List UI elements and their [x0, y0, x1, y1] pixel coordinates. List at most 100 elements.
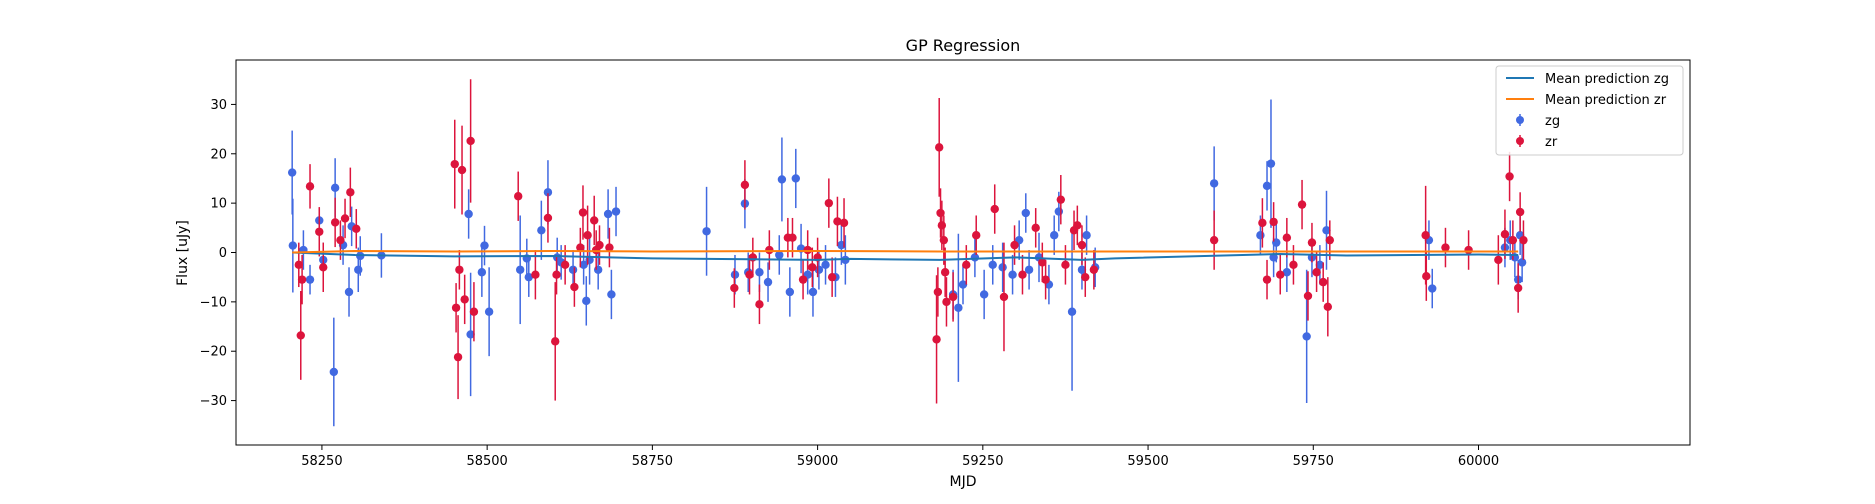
data-point-zr — [457, 165, 467, 175]
data-point-zr — [315, 227, 324, 236]
data-point-zr — [336, 235, 345, 245]
data-point-zr — [999, 292, 1009, 302]
data-point-zr — [1494, 255, 1503, 265]
data-point-zr — [552, 270, 561, 279]
data-point-zr — [1323, 302, 1333, 311]
data-point-zg — [603, 209, 613, 219]
series-zr — [294, 79, 1528, 404]
data-point-zr — [936, 208, 945, 218]
x-tick-label: 59500 — [1127, 454, 1168, 469]
y-tick-label: 10 — [210, 197, 227, 212]
data-point-zr — [935, 143, 944, 152]
data-point-zr — [948, 292, 958, 302]
legend-label-mean-zg: Mean prediction zg — [1545, 72, 1669, 87]
data-point-zg — [477, 268, 487, 277]
data-point-zr — [1515, 207, 1525, 217]
data-point-zg — [543, 188, 553, 197]
data-point-zg — [330, 183, 340, 193]
data-point-zg — [305, 275, 315, 284]
data-point-zg — [1082, 231, 1091, 240]
data-point-zr — [1508, 235, 1518, 245]
y-tick-label: −10 — [200, 295, 227, 310]
data-point-zr — [798, 275, 808, 284]
data-point-zg — [702, 227, 711, 236]
data-point-zr — [1269, 217, 1278, 227]
data-point-zg — [288, 241, 298, 250]
data-point-zg — [998, 263, 1007, 272]
data-point-zr — [1262, 275, 1272, 284]
data-point-zr — [469, 307, 479, 316]
data-point-zg — [484, 307, 494, 316]
data-point-zg — [1517, 258, 1527, 267]
x-tick-label: 59250 — [962, 454, 1003, 469]
data-point-zr — [942, 297, 951, 307]
data-point-zr — [595, 240, 604, 250]
x-tick-label: 59000 — [797, 454, 838, 469]
data-point-zg — [287, 168, 297, 177]
data-point-zr — [451, 303, 461, 312]
data-point-zg — [970, 253, 980, 262]
data-point-zr — [1056, 195, 1066, 204]
data-point-zr — [755, 300, 764, 309]
data-point-zr — [297, 275, 307, 284]
data-point-zg — [480, 241, 489, 250]
data-point-zg — [1021, 208, 1030, 218]
data-point-zr — [788, 233, 797, 242]
data-point-zr — [590, 216, 599, 225]
data-point-zr — [1038, 258, 1047, 267]
data-point-zg — [607, 290, 616, 299]
data-point-zr — [352, 224, 361, 234]
data-point-zr — [1089, 265, 1099, 274]
data-point-zr — [990, 204, 999, 214]
legend-label-zg: zg — [1545, 114, 1560, 129]
data-point-zr — [1318, 277, 1328, 287]
data-point-zg — [791, 174, 800, 183]
data-point-zr — [560, 260, 570, 270]
data-point-zg — [979, 290, 989, 299]
legend-marker-zr — [1516, 137, 1524, 145]
data-point-zr — [551, 337, 560, 346]
data-point-zr — [605, 243, 614, 252]
data-point-zr — [1421, 231, 1430, 240]
x-tick-label: 58250 — [301, 454, 342, 469]
data-point-zg — [777, 175, 787, 184]
data-point-zg — [466, 330, 475, 339]
data-point-zg — [1024, 265, 1034, 274]
series-zg — [287, 99, 1527, 427]
data-point-zg — [579, 260, 588, 270]
data-point-zr — [1312, 268, 1321, 277]
data-point-zg — [763, 277, 773, 287]
data-point-zr — [1010, 240, 1019, 250]
data-point-zr — [570, 282, 579, 292]
data-point-zr — [972, 231, 981, 240]
y-axis-label: Flux [uJy] — [175, 220, 191, 286]
data-point-zr — [1061, 260, 1070, 270]
data-point-zr — [827, 272, 837, 282]
data-point-zr — [296, 331, 305, 340]
data-point-zr — [1077, 240, 1087, 250]
data-point-zg — [1262, 181, 1272, 191]
data-point-zr — [453, 352, 463, 362]
data-point-zr — [1018, 270, 1027, 279]
data-point-zg — [1008, 270, 1017, 279]
legend-label-mean-zr: Mean prediction zr — [1545, 93, 1667, 108]
legend-marker-zg — [1516, 116, 1524, 124]
data-point-zg — [1315, 260, 1325, 270]
data-point-zg — [593, 265, 603, 274]
data-point-zg — [988, 260, 997, 270]
data-point-zg — [464, 209, 473, 219]
data-point-zr — [839, 218, 849, 228]
data-point-zr — [1276, 270, 1285, 279]
data-point-zg — [1302, 332, 1311, 341]
chart-title: GP Regression — [906, 36, 1021, 55]
data-point-zg — [354, 265, 363, 274]
data-point-zr — [294, 260, 303, 270]
data-point-zg — [568, 265, 578, 274]
data-point-zr — [824, 198, 834, 208]
data-point-zr — [745, 270, 754, 279]
data-point-zr — [1325, 235, 1335, 245]
data-point-zr — [1031, 223, 1040, 233]
data-point-zr — [730, 283, 739, 293]
data-point-zg — [958, 280, 968, 289]
data-point-zg — [1209, 179, 1219, 188]
